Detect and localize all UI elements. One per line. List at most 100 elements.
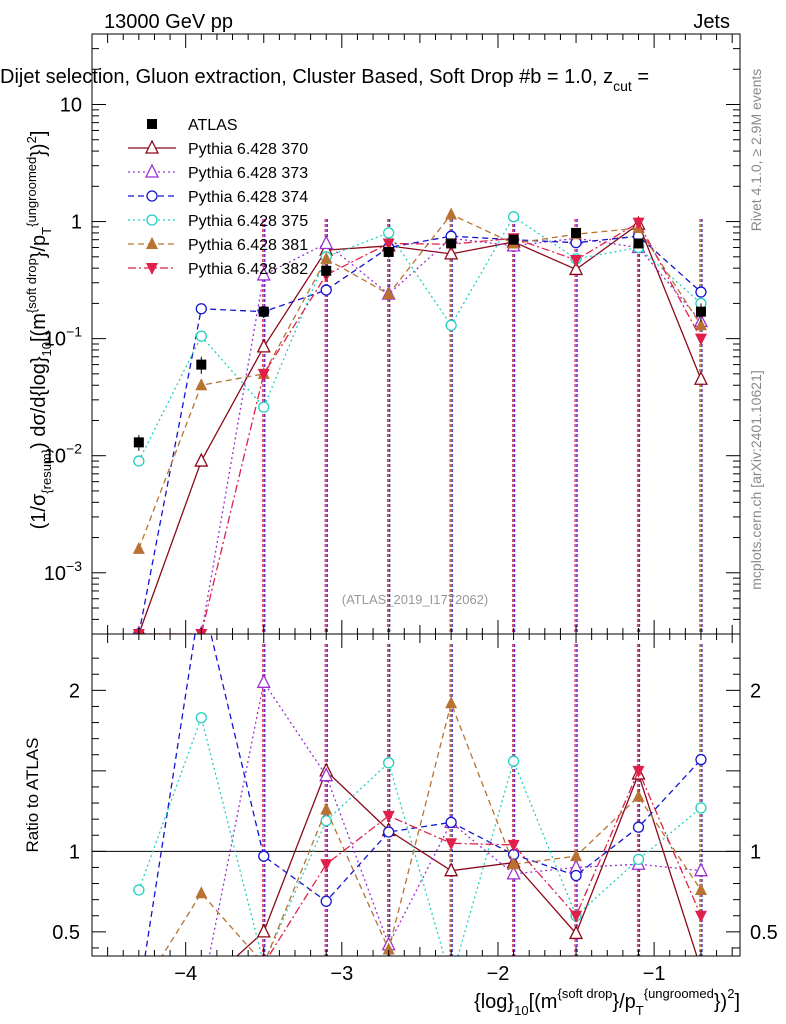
ratio-y-tick-label: 0.5 <box>52 922 80 944</box>
ratio-point-3-9 <box>695 753 707 766</box>
ratio-point-1-9 <box>695 962 707 974</box>
ratio-point-5-0 <box>133 986 145 998</box>
series-point-4-2 <box>258 401 270 413</box>
ratio-point-1-2 <box>256 923 271 938</box>
ratio-y-tick-label-right: 0.5 <box>750 922 778 944</box>
plot-title: Dijet selection, Gluon extraction, Clust… <box>0 66 649 94</box>
ratio-point-3-8 <box>632 821 645 833</box>
legend-label-4: Pythia 6.428 375 <box>188 213 308 230</box>
series-point-6-7 <box>570 254 583 267</box>
ratio-point-3-5 <box>445 816 457 829</box>
ratio-point-3-3 <box>320 895 332 907</box>
ratio-point-3-1 <box>196 589 206 599</box>
series-point-1-5 <box>444 245 459 260</box>
ratio-point-4-2 <box>259 959 269 969</box>
watermark-rivet: Rivet 4.1.0, ≥ 2.9M events <box>748 69 764 232</box>
ratio-point-5-8 <box>632 789 645 802</box>
ratio-point-5-7 <box>570 849 583 862</box>
ratio-point-6-3 <box>320 859 333 872</box>
ratio-y-tick-label: 2 <box>69 680 80 702</box>
series-point-6-2 <box>257 368 270 381</box>
ratio-point-6-4 <box>382 810 395 823</box>
legend-marker-6 <box>146 263 158 275</box>
ratio-point-4-5 <box>446 975 456 985</box>
legend-marker-5 <box>146 237 158 249</box>
series-line-5 <box>138 213 702 550</box>
series-point-5-5 <box>445 207 458 220</box>
ratio-point-5-2 <box>258 957 270 969</box>
ratio-point-5-6 <box>507 857 520 870</box>
y-axis-title: (1/σ{resum}) dσ/d{log}10[(m{soft drop}/p… <box>24 131 54 530</box>
legend-marker-3 <box>146 190 158 202</box>
series-point-5-3 <box>320 251 333 264</box>
ratio-point-5-3 <box>320 802 333 815</box>
x-tick-label: −1 <box>643 963 666 985</box>
legend-label-5: Pythia 6.428 381 <box>188 237 308 254</box>
legend-marker-0 <box>147 119 157 129</box>
title-tail: = <box>632 66 649 88</box>
ratio-line-3 <box>144 634 702 956</box>
series-point-5-1 <box>195 378 208 391</box>
series-point-1-2 <box>256 338 271 353</box>
series-point-5-4 <box>382 287 395 300</box>
series-point-6-4 <box>382 238 395 251</box>
ratio-point-5-1 <box>195 886 208 899</box>
series-line-6 <box>138 221 702 634</box>
ratio-point-5-5 <box>445 696 458 709</box>
series-point-4-0 <box>133 455 145 467</box>
y-tick-label: 10−3 <box>44 558 82 585</box>
ratio-point-3-7 <box>570 869 582 882</box>
watermark-rivet-text: Rivet 4.1.0, <box>748 160 764 231</box>
ratio-point-6-2 <box>258 959 270 971</box>
series-point-4-5 <box>445 319 457 331</box>
series-point-4-6 <box>507 211 520 223</box>
data-point-3 <box>321 265 332 276</box>
ratio-line-4 <box>138 715 702 956</box>
ratio-point-4-9 <box>695 802 707 814</box>
legend-marker-4 <box>146 214 158 226</box>
ratio-point-6-5 <box>445 838 458 851</box>
legend-marker-1 <box>144 139 160 154</box>
ratio-point-2-9 <box>693 862 709 877</box>
y-tick-label: 10 <box>60 94 82 116</box>
ratio-point-6-6 <box>507 839 520 852</box>
series-point-3-9 <box>695 286 707 298</box>
ratio-line-6 <box>268 769 702 956</box>
series-point-4-1 <box>195 330 207 342</box>
ratio-axis-title: Ratio to ATLAS <box>23 738 42 853</box>
ratio-point-5-4 <box>382 942 395 955</box>
ratio-line-5 <box>161 701 702 956</box>
ratio-point-6-9 <box>694 910 707 923</box>
series-line-2 <box>138 237 702 634</box>
ratio-point-1-1 <box>195 981 207 993</box>
data-point-1 <box>196 359 207 370</box>
data-point-8 <box>633 238 644 249</box>
ratio-point-4-6 <box>507 755 520 767</box>
legend-label-1: Pythia 6.428 370 <box>188 141 308 158</box>
legend-label-2: Pythia 6.428 373 <box>188 165 308 182</box>
ratio-point-3-2 <box>258 850 270 862</box>
ratio-y-tick-label-right: 1 <box>750 841 761 863</box>
ratio-y-tick-label-right: 2 <box>750 680 761 702</box>
ratio-y-tick-label: 1 <box>69 841 80 863</box>
series-point-6-8 <box>632 217 645 230</box>
collider-label: 13000 GeV pp <box>104 11 233 33</box>
ratio-point-4-4 <box>383 757 395 769</box>
x-tick-label: −4 <box>174 963 197 985</box>
series-point-1-7 <box>568 260 584 276</box>
ratio-point-3-4 <box>383 826 395 838</box>
series-point-5-0 <box>132 541 145 554</box>
watermark-events: ≥ 2.9M events <box>748 69 764 157</box>
series-point-2-2 <box>256 266 271 281</box>
ratio-point-2-3 <box>319 767 334 782</box>
ratio-point-6-7 <box>570 910 583 923</box>
data-point-0 <box>133 437 144 448</box>
series-point-5-9 <box>694 318 707 331</box>
ratio-point-4-0 <box>133 884 145 896</box>
data-point-5 <box>446 238 457 249</box>
title-main: Dijet selection, Gluon extraction, Clust… <box>0 66 613 88</box>
ratio-point-2-6 <box>506 865 521 880</box>
ratio-point-4-1 <box>195 712 207 724</box>
series-line-3 <box>138 235 702 634</box>
